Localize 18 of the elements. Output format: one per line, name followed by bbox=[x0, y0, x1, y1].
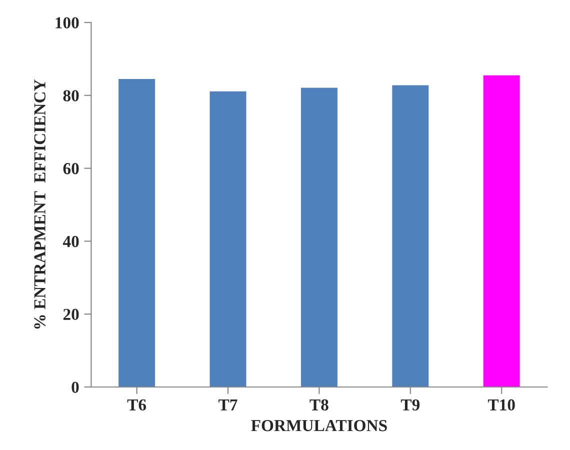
y-tick-label: 60 bbox=[63, 163, 79, 174]
y-tick-label: 20 bbox=[63, 308, 79, 320]
bar bbox=[210, 91, 246, 387]
x-tick-label: T7 bbox=[218, 399, 238, 410]
x-tick-label: T6 bbox=[127, 399, 146, 411]
x-tick-label: T9 bbox=[400, 399, 420, 411]
y-axis-title: % ENTRAPMENT EFFICIENCY bbox=[34, 80, 46, 329]
bar bbox=[300, 88, 338, 387]
bar bbox=[118, 79, 156, 387]
y-tick-label: 100 bbox=[56, 17, 79, 28]
x-tick-label: T10 bbox=[488, 399, 515, 411]
y-tick-label: 40 bbox=[62, 236, 79, 248]
y-tick-label: 0 bbox=[72, 382, 79, 393]
x-tick-label: T8 bbox=[310, 399, 328, 411]
y-tick-label: 80 bbox=[63, 90, 79, 102]
x-axis-title: FORMULATIONS bbox=[251, 420, 387, 432]
bar bbox=[483, 75, 520, 387]
bar bbox=[392, 85, 429, 387]
